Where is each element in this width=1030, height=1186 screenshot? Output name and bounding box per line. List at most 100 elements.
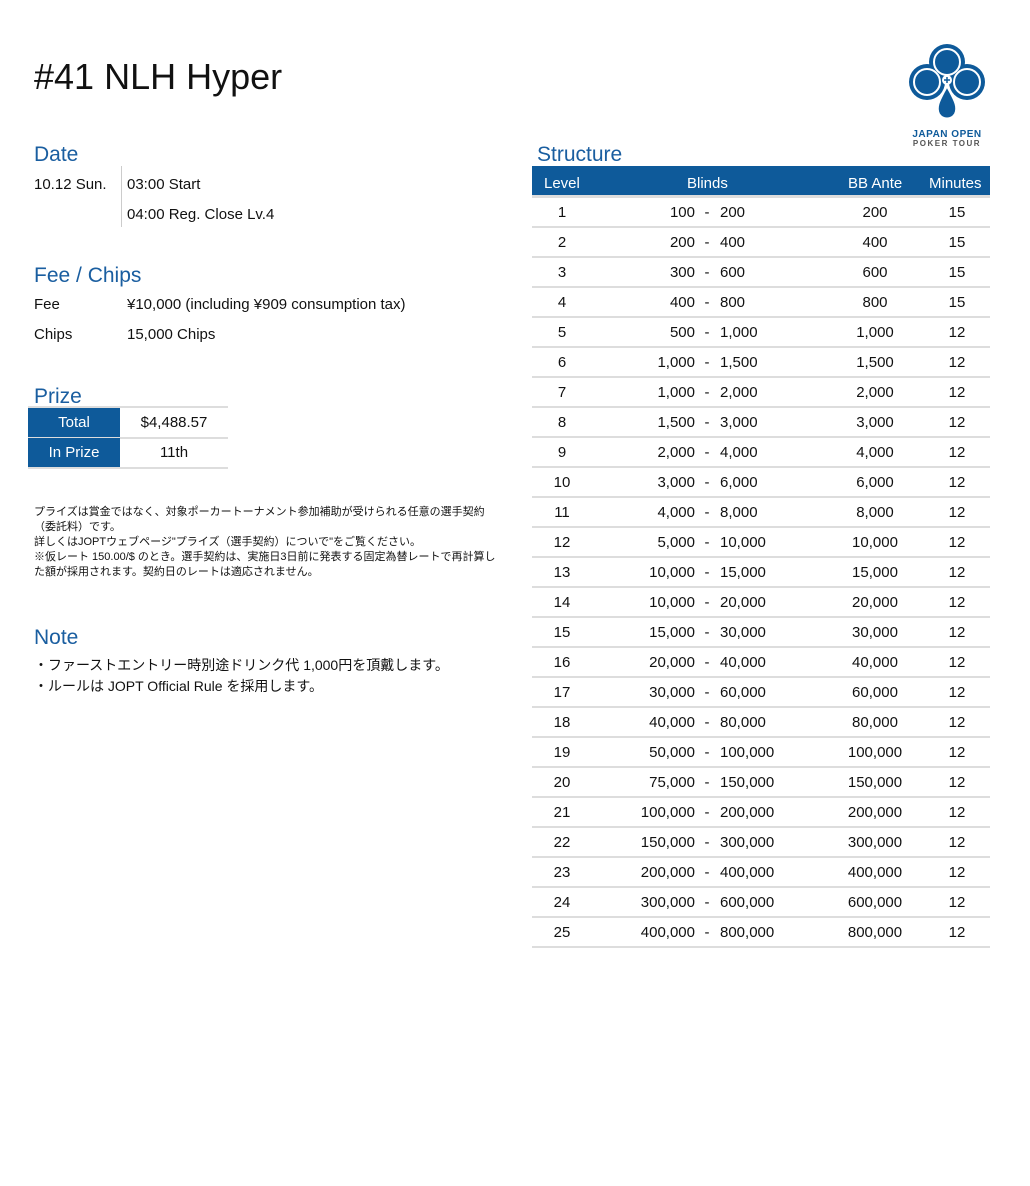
minutes-cell: 12: [948, 804, 966, 821]
dash: -: [704, 534, 710, 551]
bb-ante-cell: 3,000: [856, 414, 894, 431]
level-cell: 2: [557, 234, 567, 251]
big-blind-cell: 600: [720, 264, 746, 281]
minutes-cell: 15: [948, 234, 966, 251]
small-blind-cell: 500: [669, 324, 695, 341]
minutes-cell: 12: [948, 444, 966, 461]
level-cell: 9: [557, 444, 567, 461]
small-blind-cell: 3,000: [657, 474, 695, 491]
bb-ante-cell: 80,000: [852, 714, 898, 731]
dash: -: [704, 654, 710, 671]
big-blind-cell: 800,000: [720, 924, 775, 941]
bb-ante-cell: 600: [862, 264, 888, 281]
bb-ante-cell: 20,000: [852, 594, 898, 611]
dash: -: [704, 774, 710, 791]
big-blind-cell: 4,000: [720, 444, 758, 461]
small-blind-cell: 2,000: [657, 444, 695, 461]
minutes-cell: 12: [948, 894, 966, 911]
small-blind-cell: 5,000: [657, 534, 695, 551]
level-cell: 5: [557, 324, 567, 341]
bb-ante-cell: 2,000: [856, 384, 894, 401]
big-blind-cell: 200,000: [720, 804, 775, 821]
level-cell: 12: [553, 534, 571, 551]
disclaimer-line: 詳しくはJOPTウェブページ"プライズ（選手契約）についで"をご覧ください。: [34, 536, 422, 548]
prize-heading: Prize: [34, 385, 82, 408]
minutes-cell: 12: [948, 504, 966, 521]
small-blind-cell: 50,000: [649, 744, 695, 761]
minutes-cell: 12: [948, 534, 966, 551]
minutes-cell: 12: [948, 624, 966, 641]
dash: -: [704, 414, 710, 431]
dash: -: [704, 684, 710, 701]
logo-text-2: POKER TOUR: [912, 139, 982, 148]
small-blind-cell: 10,000: [649, 594, 695, 611]
level-cell: 8: [557, 414, 567, 431]
reg-close: 04:00 Reg. Close Lv.4: [127, 206, 275, 223]
minutes-cell: 15: [948, 204, 966, 221]
bb-ante-cell: 40,000: [852, 654, 898, 671]
table-row: 22 150,000-300,000 300,000 12: [532, 828, 990, 858]
fee-heading: Fee / Chips: [34, 264, 142, 287]
small-blind-cell: 200: [669, 234, 695, 251]
table-row: 24 300,000-600,000 600,000 12: [532, 888, 990, 918]
chips-value: 15,000 Chips: [127, 326, 216, 343]
level-cell: 1: [557, 204, 567, 221]
col-bb-ante: BB Ante: [848, 175, 903, 192]
level-cell: 25: [553, 924, 571, 941]
minutes-cell: 12: [948, 414, 966, 431]
minutes-cell: 15: [948, 294, 966, 311]
prize-inprize-value: 11th: [159, 444, 189, 461]
structure-heading: Structure: [537, 143, 623, 166]
table-row: 8 1,500-3,000 3,000 12: [532, 408, 990, 438]
big-blind-cell: 1,500: [720, 354, 758, 371]
dash: -: [704, 744, 710, 761]
small-blind-cell: 200,000: [640, 864, 695, 881]
bb-ante-cell: 800,000: [847, 924, 903, 941]
big-blind-cell: 1,000: [720, 324, 758, 341]
bb-ante-cell: 100,000: [847, 744, 903, 761]
small-blind-cell: 300,000: [640, 894, 695, 911]
small-blind-cell: 1,000: [657, 384, 695, 401]
level-cell: 11: [554, 504, 570, 521]
table-row: 12 5,000-10,000 10,000 12: [532, 528, 990, 558]
table-row: 20 75,000-150,000 150,000 12: [532, 768, 990, 798]
bb-ante-cell: 60,000: [852, 684, 898, 701]
dash: -: [704, 924, 710, 941]
col-minutes: Minutes: [929, 175, 982, 192]
small-blind-cell: 100,000: [640, 804, 695, 821]
minutes-cell: 12: [948, 324, 966, 341]
prize-disclaimer: プライズは賞金ではなく、対象ポーカートーナメント参加補助が受けられる任意の選手契…: [34, 505, 504, 580]
table-row: 13 10,000-15,000 15,000 12: [532, 558, 990, 588]
chips-label: Chips: [34, 326, 73, 343]
dash: -: [704, 864, 710, 881]
level-cell: 21: [553, 804, 571, 821]
dash: -: [704, 354, 710, 371]
table-row: 16 20,000-40,000 40,000 12: [532, 648, 990, 678]
small-blind-cell: 300: [669, 264, 695, 281]
small-blind-cell: 20,000: [649, 654, 695, 671]
level-cell: 3: [557, 264, 567, 281]
big-blind-cell: 2,000: [720, 384, 758, 401]
table-row: 17 30,000-60,000 60,000 12: [532, 678, 990, 708]
table-header: Level Blinds BB Ante Minutes: [532, 166, 990, 198]
big-blind-cell: 20,000: [720, 594, 766, 611]
small-blind-cell: 4,000: [657, 504, 695, 521]
minutes-cell: 12: [948, 774, 966, 791]
small-blind-cell: 40,000: [649, 714, 695, 731]
prize-inprize-row: In Prize 11th: [28, 438, 228, 469]
minutes-cell: 12: [948, 924, 966, 941]
table-row: 18 40,000-80,000 80,000 12: [532, 708, 990, 738]
big-blind-cell: 200: [720, 204, 746, 221]
level-cell: 22: [553, 834, 571, 851]
level-cell: 7: [557, 384, 567, 401]
bb-ante-cell: 600,000: [847, 894, 903, 911]
note-item: ・ファーストエントリー時別途ドリンク代 1,000円を頂戴します。: [34, 657, 449, 673]
minutes-cell: 12: [948, 864, 966, 881]
bb-ante-cell: 200,000: [847, 804, 903, 821]
small-blind-cell: 150,000: [640, 834, 695, 851]
level-cell: 19: [553, 744, 571, 761]
note-item: ・ルールは JOPT Official Rule を採用します。: [34, 678, 324, 694]
big-blind-cell: 800: [720, 294, 746, 311]
prize-total-value: $4,488.57: [140, 414, 208, 431]
